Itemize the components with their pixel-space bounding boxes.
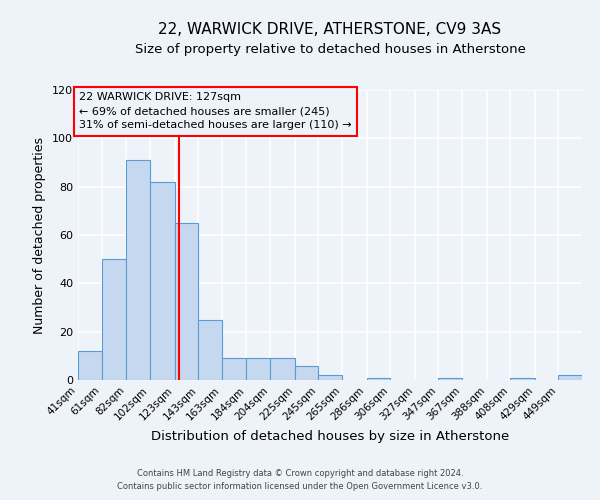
Bar <box>367 378 390 380</box>
Text: Contains HM Land Registry data © Crown copyright and database right 2024.: Contains HM Land Registry data © Crown c… <box>137 468 463 477</box>
Text: 22 WARWICK DRIVE: 127sqm
← 69% of detached houses are smaller (245)
31% of semi-: 22 WARWICK DRIVE: 127sqm ← 69% of detach… <box>79 92 352 130</box>
Bar <box>247 358 270 380</box>
Bar <box>295 366 318 380</box>
Bar <box>126 160 150 380</box>
Bar <box>198 320 221 380</box>
Bar <box>439 378 462 380</box>
Bar <box>270 358 295 380</box>
Bar <box>559 375 582 380</box>
Text: Contains public sector information licensed under the Open Government Licence v3: Contains public sector information licen… <box>118 482 482 491</box>
Bar <box>150 182 175 380</box>
Bar <box>318 375 342 380</box>
Text: Size of property relative to detached houses in Atherstone: Size of property relative to detached ho… <box>134 42 526 56</box>
Y-axis label: Number of detached properties: Number of detached properties <box>34 136 46 334</box>
X-axis label: Distribution of detached houses by size in Atherstone: Distribution of detached houses by size … <box>151 430 509 443</box>
Bar <box>510 378 535 380</box>
Bar <box>101 259 126 380</box>
Bar <box>221 358 247 380</box>
Text: 22, WARWICK DRIVE, ATHERSTONE, CV9 3AS: 22, WARWICK DRIVE, ATHERSTONE, CV9 3AS <box>158 22 502 38</box>
Bar <box>175 223 198 380</box>
Bar <box>78 351 101 380</box>
